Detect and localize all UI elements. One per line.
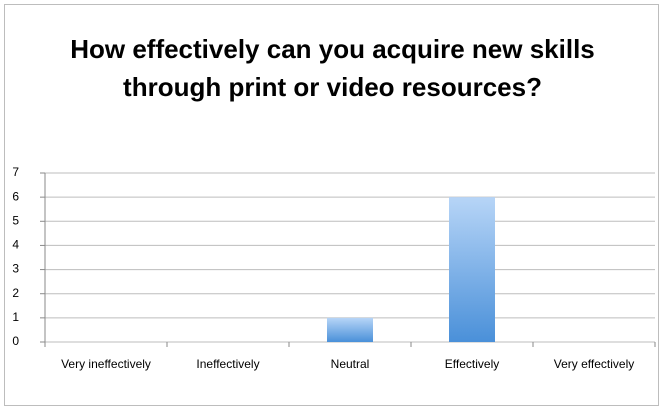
x-tick-label: Very effectively [553, 357, 635, 371]
x-tick-label: Ineffectively [196, 357, 260, 371]
x-tick-label: Effectively [444, 357, 500, 371]
y-tick-label: 5 [12, 213, 19, 227]
y-tick-label: 7 [12, 165, 19, 179]
y-tick-label: 0 [12, 334, 19, 348]
bar [449, 197, 495, 342]
y-tick-label: 6 [12, 189, 19, 203]
bar [327, 317, 373, 342]
y-tick-label: 2 [12, 286, 19, 300]
y-tick-label: 4 [12, 238, 19, 252]
x-tick-label: Very ineffectively [61, 357, 151, 371]
chart-frame [4, 4, 659, 406]
y-tick-label: 3 [12, 262, 19, 276]
chart-title: How effectively can you acquire new skil… [70, 34, 595, 102]
y-tick-label: 1 [12, 310, 19, 324]
x-tick-label: Neutral [330, 357, 370, 371]
